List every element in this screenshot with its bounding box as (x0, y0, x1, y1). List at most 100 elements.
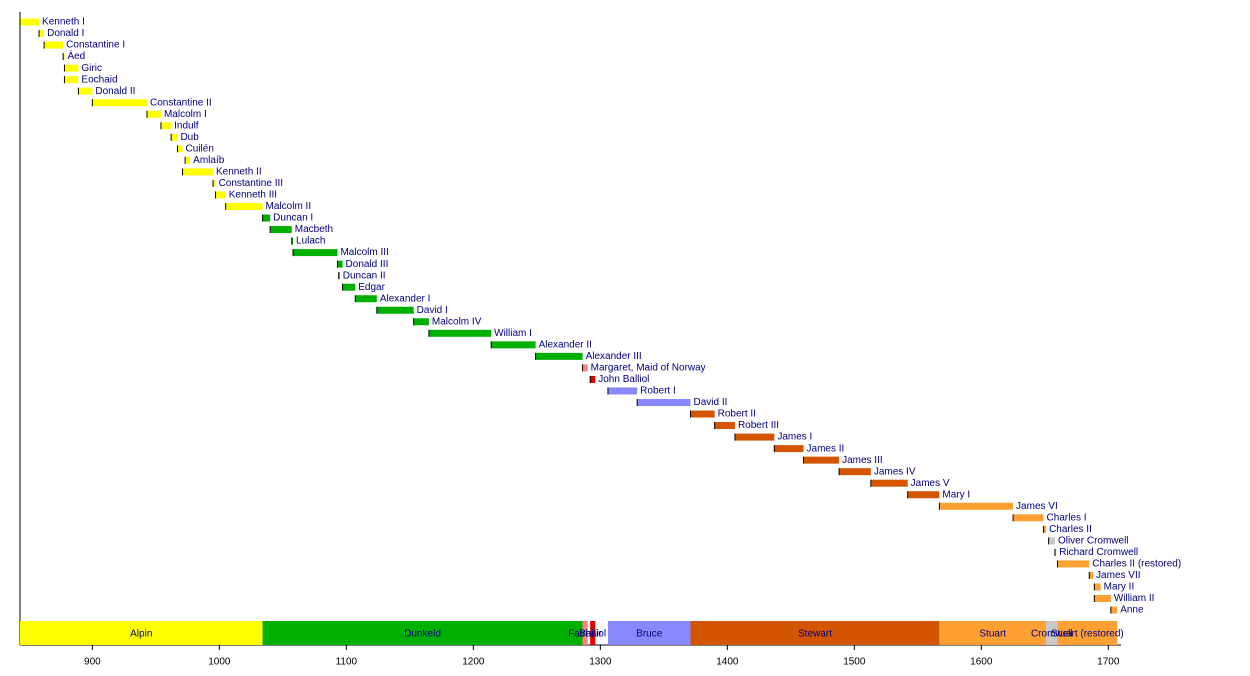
reign-label: Richard Cromwell (1059, 547, 1138, 558)
dynasty-label: Bruce (636, 629, 663, 640)
reign-bar (225, 202, 263, 210)
reign-bar (1043, 525, 1047, 533)
reign-bar (185, 156, 191, 164)
reign-label: James VII (1096, 570, 1140, 581)
reign-label: John Balliol (598, 374, 649, 385)
reign-label: Margaret, Maid of Norway (591, 363, 706, 374)
dynasty-band (1057, 621, 1118, 645)
reign-label: Kenneth III (229, 190, 277, 201)
reign-bar (803, 456, 840, 464)
reign-bar (342, 283, 356, 291)
reign-label: Constantine III (219, 178, 283, 189)
reign-label: James III (842, 455, 883, 466)
x-tick-label: 1000 (208, 657, 231, 668)
reign-bar (1013, 514, 1044, 522)
reign-label: Duncan II (343, 270, 386, 281)
dynasty-band (262, 621, 583, 645)
reign-label: Malcolm III (340, 247, 388, 258)
reign-bar (64, 76, 79, 84)
reign-bar (734, 433, 775, 441)
x-tick-label: 1200 (462, 657, 485, 668)
reign-bar (63, 53, 65, 61)
reign-label: James IV (874, 466, 916, 477)
reign-bar (939, 502, 1014, 510)
reign-bar (291, 237, 294, 245)
reign-label: James I (777, 432, 812, 443)
reign-label: Kenneth I (42, 17, 85, 28)
reign-bar (262, 214, 271, 222)
reign-bar (637, 398, 691, 406)
reign-bar (1089, 571, 1094, 579)
reign-label: Robert I (640, 386, 676, 397)
reign-bar (355, 295, 377, 303)
dynasty-band (690, 621, 940, 645)
reign-label: Charles II (restored) (1092, 559, 1181, 570)
reign-bar (1057, 560, 1090, 568)
reign-label: Kenneth II (216, 167, 262, 178)
reign-bar (337, 260, 343, 268)
dynasty-band (1046, 621, 1058, 645)
reign-bar (270, 226, 292, 234)
dynasty-label: Stewart (798, 629, 832, 640)
reign-label: Eochaid (81, 74, 117, 85)
reign-bar (1048, 537, 1055, 545)
reign-label: Dub (180, 132, 199, 143)
reign-label: James V (911, 478, 950, 489)
x-tick-label: 1400 (716, 657, 739, 668)
reign-bar (839, 468, 871, 476)
reign-label: Robert III (738, 420, 779, 431)
reign-bar (714, 422, 735, 430)
reign-label: Duncan I (273, 213, 313, 224)
reign-label: Mary II (1104, 582, 1135, 593)
reign-label: David II (694, 397, 728, 408)
reign-label: Edgar (358, 282, 385, 293)
reign-label: Donald I (47, 28, 84, 39)
dynasty-label: Dunkeld (404, 629, 441, 640)
reign-bar (907, 491, 940, 499)
reign-label: Malcolm II (266, 201, 312, 212)
x-tick-label: 1600 (970, 657, 993, 668)
reign-label: James VI (1016, 501, 1058, 512)
reign-bar (44, 41, 64, 49)
reign-label: Charles II (1049, 524, 1092, 535)
reign-bar (870, 479, 908, 487)
reign-label: Giric (81, 63, 102, 74)
reign-label: Alexander III (586, 351, 642, 362)
reign-label: Anne (1120, 605, 1144, 616)
reign-bar (1094, 583, 1101, 591)
reign-bar (20, 18, 40, 26)
reign-label: William II (1114, 593, 1155, 604)
reign-bar (213, 179, 216, 187)
x-tick-label: 1500 (843, 657, 866, 668)
reign-bar (428, 329, 492, 337)
reign-label: William I (494, 328, 532, 339)
dynasty-band (20, 621, 263, 645)
dynasty-band (607, 621, 691, 645)
reign-bar (182, 168, 214, 176)
reign-bar (92, 99, 147, 107)
reign-bar (160, 122, 172, 130)
reign-label: Constantine II (150, 97, 212, 108)
reign-label: Indulf (174, 120, 199, 131)
reign-label: Alexander I (380, 293, 431, 304)
reign-label: David I (417, 305, 448, 316)
reign-label: Cuilén (186, 143, 214, 154)
reign-label: Charles I (1047, 512, 1087, 523)
reign-bar (413, 318, 429, 326)
reign-label: Malcolm I (164, 109, 207, 120)
reign-bar (774, 445, 804, 453)
reign-bar (64, 64, 79, 72)
reign-bar (146, 110, 161, 118)
reign-label: Mary I (942, 489, 970, 500)
reign-label: Áed (67, 49, 85, 62)
x-tick-label: 1700 (1097, 657, 1120, 668)
dynasty-band (590, 621, 596, 645)
reign-bar (215, 191, 226, 199)
reign-label: Oliver Cromwell (1058, 535, 1129, 546)
reign-bar (535, 352, 583, 360)
reign-label: Malcolm IV (432, 316, 482, 327)
reign-bar (171, 133, 178, 141)
reign-bar (177, 145, 183, 153)
x-tick-label: 1300 (589, 657, 612, 668)
